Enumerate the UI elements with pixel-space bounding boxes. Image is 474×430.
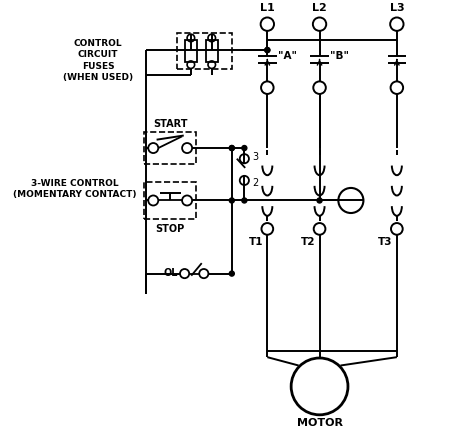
Circle shape <box>265 48 270 52</box>
Text: T2: T2 <box>301 237 315 247</box>
Bar <box>206 40 218 62</box>
Text: 2: 2 <box>252 178 258 187</box>
Circle shape <box>242 198 247 203</box>
Circle shape <box>317 198 322 203</box>
Text: L3: L3 <box>390 3 404 13</box>
Text: STOP: STOP <box>155 224 185 234</box>
Bar <box>144 182 196 219</box>
Bar <box>144 132 196 164</box>
Bar <box>177 34 232 69</box>
Circle shape <box>229 271 234 276</box>
Text: L2: L2 <box>312 3 327 13</box>
Text: MOTOR: MOTOR <box>297 418 343 428</box>
Text: T3: T3 <box>378 237 392 247</box>
Circle shape <box>265 48 270 52</box>
Circle shape <box>229 145 234 150</box>
Text: L1: L1 <box>260 3 275 13</box>
Text: 3-WIRE CONTROL
(MOMENTARY CONTACT): 3-WIRE CONTROL (MOMENTARY CONTACT) <box>13 179 137 199</box>
Text: OL: OL <box>164 268 178 278</box>
Text: T1: T1 <box>248 237 263 247</box>
Text: "B": "B" <box>330 51 349 61</box>
Circle shape <box>242 145 247 150</box>
Circle shape <box>229 198 234 203</box>
Text: START: START <box>153 119 187 129</box>
Text: "A": "A" <box>278 51 297 61</box>
Text: 3: 3 <box>252 152 258 162</box>
Text: CONTROL
CIRCUIT
FUSES
(WHEN USED): CONTROL CIRCUIT FUSES (WHEN USED) <box>63 40 133 82</box>
Circle shape <box>229 145 234 150</box>
Bar <box>185 40 197 62</box>
